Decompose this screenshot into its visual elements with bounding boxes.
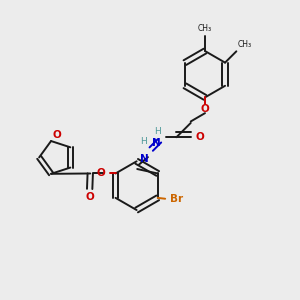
Text: CH₃: CH₃: [198, 24, 212, 33]
Text: N: N: [140, 154, 149, 164]
Text: O: O: [96, 169, 105, 178]
Text: O: O: [201, 104, 209, 114]
Text: H: H: [140, 137, 147, 146]
Text: CH₃: CH₃: [238, 40, 252, 49]
Text: O: O: [85, 192, 94, 202]
Text: N: N: [152, 138, 161, 148]
Text: H: H: [154, 127, 161, 136]
Text: Br: Br: [169, 194, 183, 204]
Text: O: O: [52, 130, 61, 140]
Text: O: O: [195, 132, 204, 142]
